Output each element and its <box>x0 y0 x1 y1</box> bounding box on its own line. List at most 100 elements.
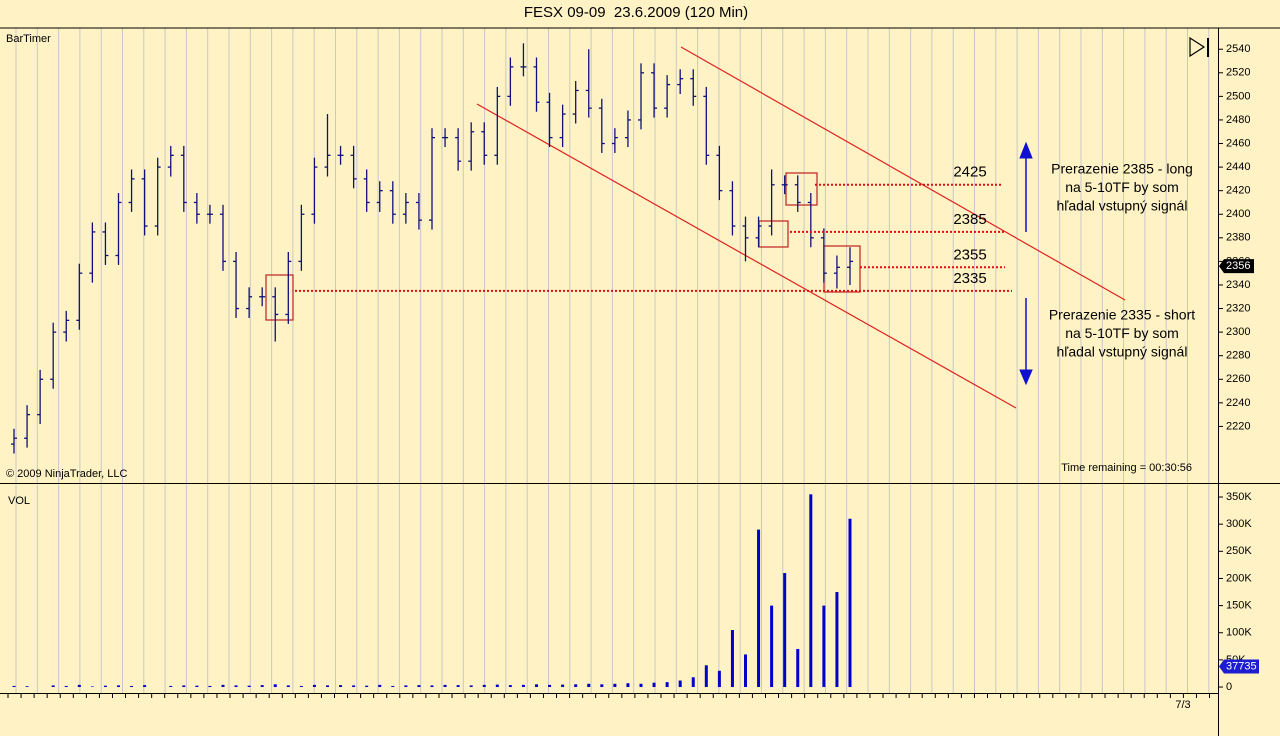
chart-title: FESX 09-09 23.6.2009 (120 Min) <box>524 4 748 21</box>
copyright: © 2009 NinjaTrader, LLC <box>6 468 127 480</box>
volume-label: VOL <box>8 495 30 507</box>
volume-tag-label: 37735 <box>1226 660 1257 672</box>
y-tick-label: 2260 <box>1226 373 1250 385</box>
volume-bar <box>378 684 382 688</box>
annotation: na 5-10TF by som <box>1065 325 1179 341</box>
volume-bar <box>848 518 852 688</box>
volume-bar <box>587 683 591 688</box>
y-tick-label: 100K <box>1226 627 1252 639</box>
volume-bar <box>482 684 486 688</box>
volume-bar <box>247 685 251 688</box>
level-label: 2385 <box>953 211 986 228</box>
timer: Time remaining = 00:30:56 <box>1061 462 1192 474</box>
volume-bar <box>339 685 343 688</box>
volume-bar <box>260 685 264 688</box>
y-tick-label: 2460 <box>1226 137 1250 149</box>
y-tick-label: 2280 <box>1226 350 1250 362</box>
volume-bar <box>508 685 512 688</box>
volume-bar <box>143 685 147 688</box>
volume-bar <box>626 683 630 688</box>
volume-bar <box>404 685 408 688</box>
volume-bar <box>600 684 604 688</box>
y-tick-label: 2500 <box>1226 90 1250 102</box>
volume-bar <box>809 494 813 688</box>
volume-bar <box>286 685 290 688</box>
level-label: 2335 <box>953 270 986 287</box>
volume-bar <box>548 684 552 688</box>
x-tick-label: 7/3 <box>1175 699 1190 711</box>
volume-bar <box>443 684 447 688</box>
volume-bar <box>796 649 800 688</box>
y-tick-label: 2220 <box>1226 420 1250 432</box>
volume-bar <box>195 685 199 688</box>
annotation: hľadal vstupný signál <box>1057 344 1188 360</box>
volume-bar <box>169 685 173 688</box>
channel-line <box>680 46 1126 301</box>
volume-tag <box>1219 659 1259 674</box>
price-tag-label: 2356 <box>1226 260 1250 272</box>
y-tick-label: 2380 <box>1226 232 1250 244</box>
volume-bar <box>757 529 761 688</box>
volume-bar <box>770 605 774 688</box>
volume-bar <box>312 684 316 688</box>
play-icon <box>1189 36 1209 58</box>
y-tick-label: 2340 <box>1226 279 1250 291</box>
volume-bar <box>744 654 747 688</box>
volume-bar <box>234 685 238 688</box>
y-tick-label: 2420 <box>1226 185 1250 197</box>
volume-bar <box>469 685 473 688</box>
volume-bar <box>12 685 16 688</box>
volume-bar <box>365 685 369 688</box>
volume-bar <box>182 685 186 688</box>
y-tick-label: 2520 <box>1226 67 1250 79</box>
volume-bar <box>430 685 434 688</box>
volume-bar <box>103 685 107 688</box>
level-label: 2425 <box>953 164 986 181</box>
volume-bar <box>77 684 81 688</box>
volume-bar <box>691 677 695 688</box>
y-tick-label: 2320 <box>1226 302 1250 314</box>
volume-bar <box>495 684 499 688</box>
volume-bar <box>273 684 277 688</box>
volume-bar <box>299 685 303 688</box>
volume-bar <box>456 685 460 688</box>
annotation: Prerazenie 2335 - short <box>1049 307 1195 323</box>
volume-bar <box>783 573 787 688</box>
volume-bar <box>326 685 329 688</box>
volume-bar <box>639 683 643 688</box>
volume-bar <box>665 682 669 688</box>
arrows <box>1019 141 1033 386</box>
volume-bar <box>561 684 565 688</box>
y-tick-label: 0 <box>1226 681 1232 693</box>
annotation: na 5-10TF by som <box>1065 179 1179 195</box>
y-tick-label: 150K <box>1226 600 1252 612</box>
volume-bar <box>391 685 395 688</box>
y-tick-label: 2480 <box>1226 114 1250 126</box>
volume-bar <box>90 686 94 688</box>
y-tick-label: 2440 <box>1226 161 1250 173</box>
volume-bar <box>730 630 734 688</box>
indicator-label: BarTimer <box>6 33 51 45</box>
volume-bar <box>678 680 682 688</box>
y-tick-label: 300K <box>1226 518 1252 530</box>
volume-bar <box>417 685 421 688</box>
y-tick-label: 2540 <box>1226 43 1250 55</box>
channel-line <box>476 103 1017 409</box>
level-label: 2355 <box>953 246 986 263</box>
volume-bar <box>717 670 721 688</box>
volume-bar <box>208 685 212 688</box>
price-tag <box>1219 259 1254 274</box>
volume-bar <box>130 685 134 688</box>
volume-bar <box>25 686 29 688</box>
volume-bar <box>221 684 225 688</box>
y-tick-label: 350K <box>1226 491 1252 503</box>
annotation: Prerazenie 2385 - long <box>1051 161 1193 177</box>
annotation: hľadal vstupný signál <box>1057 198 1188 214</box>
y-tick-label: 2300 <box>1226 326 1250 338</box>
volume-bar <box>574 684 578 688</box>
volume-bar <box>64 685 68 688</box>
volume-bar <box>352 685 356 688</box>
